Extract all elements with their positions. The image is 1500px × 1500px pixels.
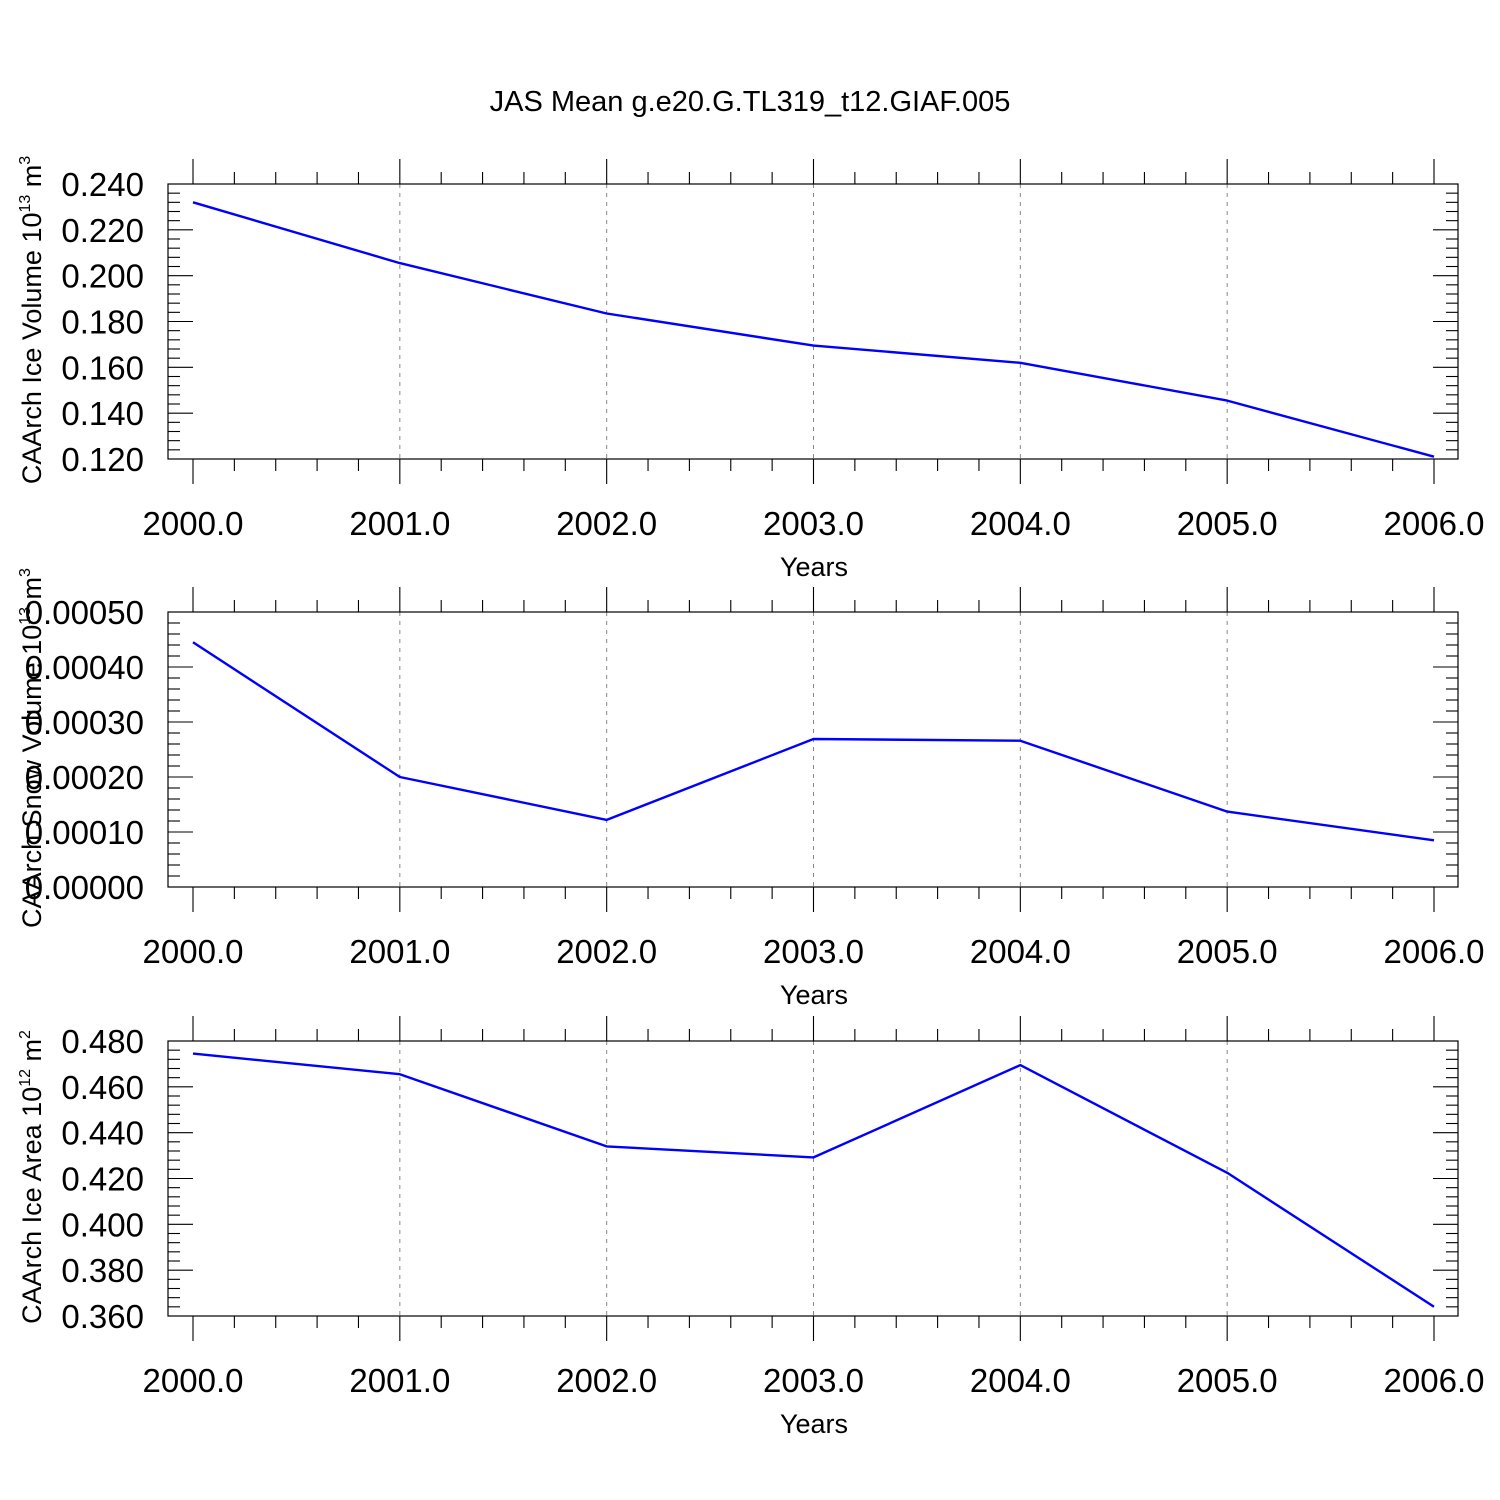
x-tick-label: 2002.0 (556, 933, 657, 970)
y-tick-label: 0.120 (61, 441, 144, 478)
y-tick-label: 0.00010 (25, 814, 144, 851)
y-tick-label: 0.380 (61, 1252, 144, 1289)
x-ticks (192, 159, 1435, 484)
x-tick-label: 2006.0 (1384, 933, 1485, 970)
series-line-1 (192, 641, 1435, 842)
x-ticks (192, 587, 1435, 912)
y-axis-title: CAArch Ice Area 1012 m2 (17, 1030, 47, 1324)
x-axis-title: Years (780, 980, 848, 1010)
x-tick-label: 2006.0 (1384, 1362, 1485, 1399)
x-tick-label: 2000.0 (143, 1362, 244, 1399)
y-tick-label: 0.00050 (25, 594, 144, 631)
chart-panel-1: 2000.0 2001.0 2002.0 2003.0 2004.0 2005.0 2006… (17, 156, 1484, 582)
x-tick-label: 2004.0 (970, 1362, 1071, 1399)
x-tick-label: 2005.0 (1177, 1362, 1278, 1399)
x-axis-title: Years (780, 1409, 848, 1439)
chart-title: JAS Mean g.e20.G.TL319_t12.GIAF.005 (490, 86, 1011, 118)
y-tick-label: 0.00020 (25, 759, 144, 796)
x-tick-label: 2004.0 (970, 933, 1071, 970)
y-tick-label: 0.220 (61, 212, 144, 249)
panels-group: 2000.0 2001.0 2002.0 2003.0 2004.0 2005.0 2006… (17, 156, 1484, 1439)
x-tick-label: 2001.0 (349, 1362, 450, 1399)
series-line-1 (192, 201, 1435, 458)
x-tick-label: 2000.0 (143, 933, 244, 970)
y-tick-label: 0.460 (61, 1069, 144, 1106)
y-ticks (168, 1040, 1458, 1317)
y-axis-title: CAArch Ice Volume 1013 m3 (17, 156, 47, 484)
x-tick-label: 2005.0 (1177, 505, 1278, 542)
series-line-1 (192, 1052, 1435, 1308)
y-ticks (168, 183, 1458, 460)
y-tick-label: 0.180 (61, 304, 144, 341)
y-axis-title: CAArch Snow Volume 1013 m3 (17, 568, 47, 928)
y-tick-label: 0.140 (61, 395, 144, 432)
y-ticks (168, 611, 1458, 888)
y-tick-label: 0.440 (61, 1115, 144, 1152)
x-tick-label: 2001.0 (349, 505, 450, 542)
y-tick-label: 0.400 (61, 1206, 144, 1243)
x-tick-label: 2001.0 (349, 933, 450, 970)
x-axis-title: Years (780, 552, 848, 582)
x-tick-label: 2002.0 (556, 1362, 657, 1399)
chart-panel-3: 2000.0 2001.0 2002.0 2003.0 2004.0 2005.0 2006… (17, 1016, 1484, 1439)
y-tick-label: 0.00000 (25, 869, 144, 906)
y-tick-label: 0.240 (61, 166, 144, 203)
x-tick-label: 2003.0 (763, 505, 864, 542)
x-tick-label: 2005.0 (1177, 933, 1278, 970)
y-tick-label: 0.420 (61, 1161, 144, 1198)
y-tick-label: 0.00040 (25, 649, 144, 686)
x-tick-label: 2000.0 (143, 505, 244, 542)
y-tick-label: 0.00030 (25, 704, 144, 741)
x-tick-label: 2004.0 (970, 505, 1071, 542)
x-tick-label: 2003.0 (763, 933, 864, 970)
x-tick-label: 2003.0 (763, 1362, 864, 1399)
chart-panel-2: 2000.0 2001.0 2002.0 2003.0 2004.0 2005.0 2006… (17, 568, 1484, 1010)
y-tick-label: 0.360 (61, 1298, 144, 1335)
y-tick-label: 0.200 (61, 258, 144, 295)
x-tick-label: 2002.0 (556, 505, 657, 542)
y-tick-label: 0.160 (61, 349, 144, 386)
y-tick-label: 0.480 (61, 1023, 144, 1060)
x-ticks (192, 1016, 1435, 1341)
x-tick-label: 2006.0 (1384, 505, 1485, 542)
